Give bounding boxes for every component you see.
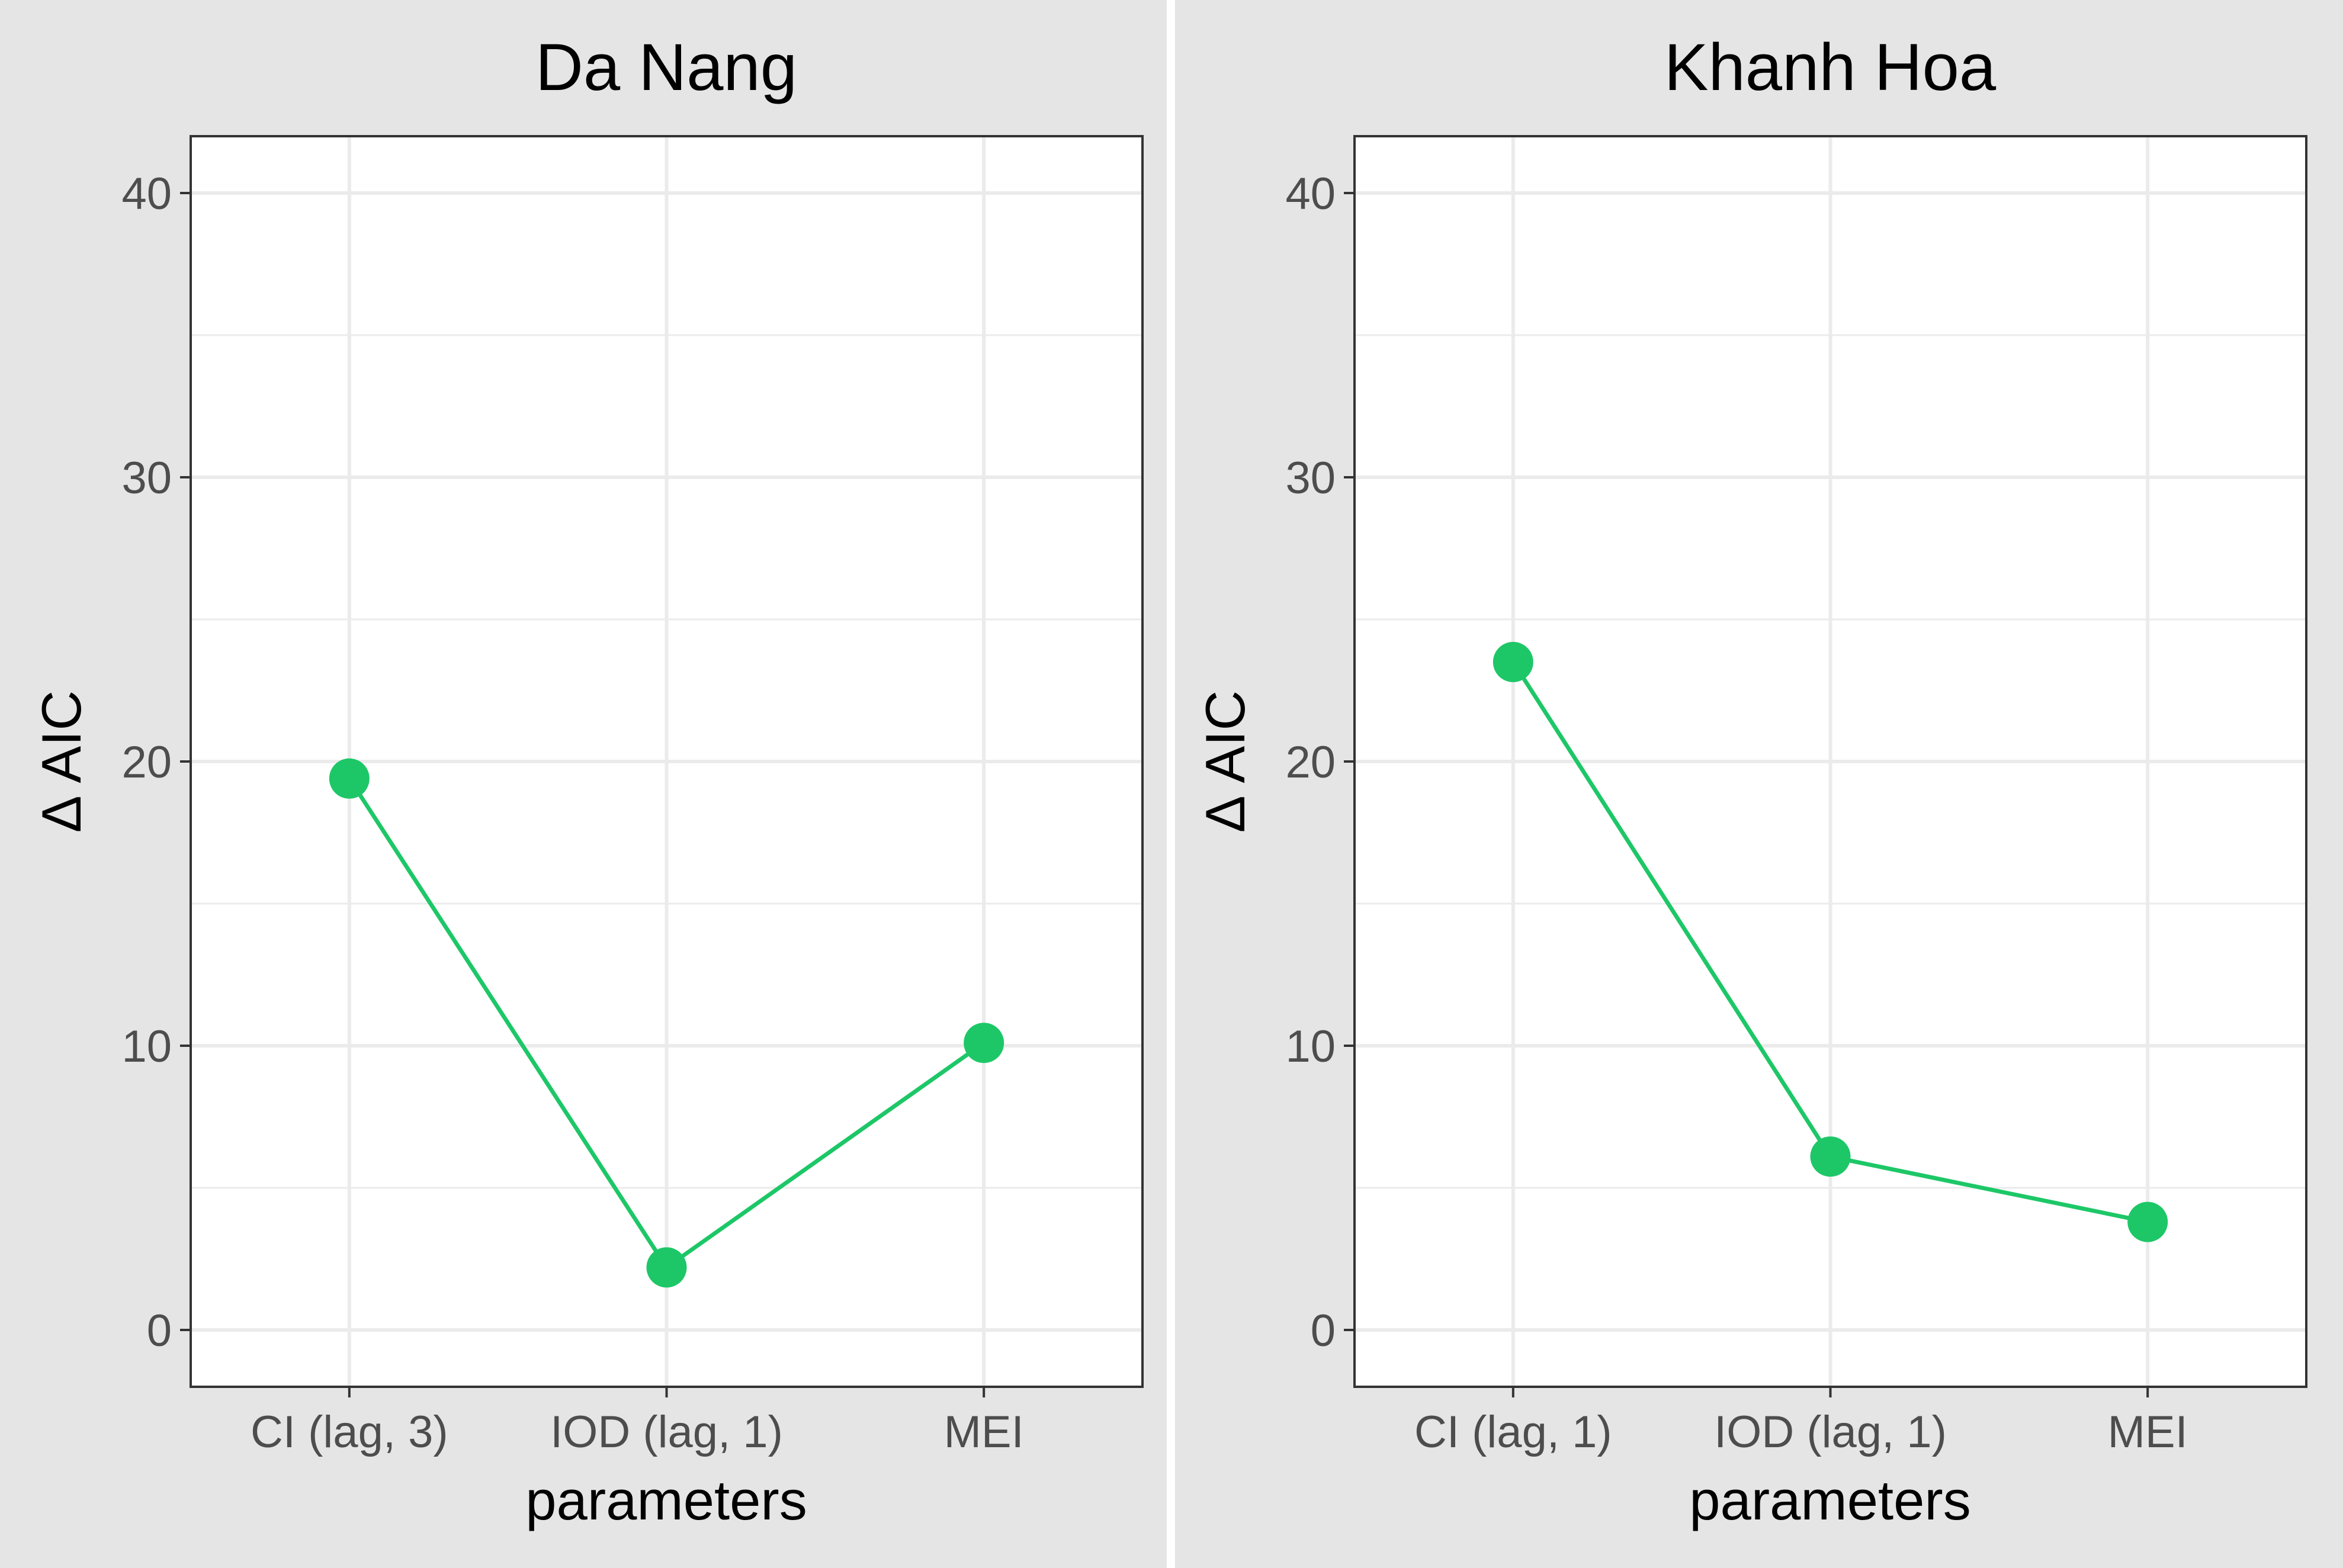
panel-da-nang: Da Nang 0 10 20 30 40 CI (lag, 3) IOD (lag, 1… [30,30,1144,1531]
panel-title: Da Nang [535,30,797,104]
y-tick-label: 0 [147,1306,172,1356]
data-point [329,758,370,799]
series [1493,642,2168,1242]
x-tick-label: CI (lag, 3) [251,1407,448,1457]
grid [191,136,1142,1387]
x-axis-title: parameters [1689,1469,1970,1531]
y-tick-label: 40 [1285,169,1336,219]
y-tick-label: 30 [121,453,172,503]
data-point [1493,642,1533,682]
y-tick-label: 20 [121,737,172,788]
x-tick-label: MEI [2108,1407,2188,1457]
y-tick-label: 10 [1285,1021,1336,1072]
y-ticks: 0 10 20 30 40 [1285,169,1355,1356]
y-tick-label: 20 [1285,737,1336,788]
x-tick-label: IOD (lag, 1) [550,1407,783,1457]
y-ticks: 0 10 20 30 40 [121,169,191,1356]
x-axis-title: parameters [525,1469,807,1531]
x-ticks: CI (lag, 1) IOD (lag, 1) MEI [1414,1387,2188,1457]
series [329,758,1004,1288]
y-axis-title: Δ AIC [30,690,92,833]
data-point [1810,1136,1851,1177]
data-point [964,1023,1004,1063]
y-tick-label: 10 [121,1021,172,1072]
x-ticks: CI (lag, 3) IOD (lag, 1) MEI [251,1387,1024,1457]
data-point [646,1247,687,1288]
y-tick-label: 40 [121,169,172,219]
facet-separator [1167,0,1175,1568]
y-axis-title: Δ AIC [1194,690,1256,833]
x-tick-label: MEI [944,1407,1024,1457]
data-point [2127,1201,2168,1242]
grid [1355,136,2306,1387]
panel-khanh-hoa: Khanh Hoa 0 10 20 30 40 CI (lag, 1) IOD (lag,… [1194,30,2307,1531]
panel-title: Khanh Hoa [1664,30,1997,104]
x-tick-label: IOD (lag, 1) [1714,1407,1947,1457]
y-tick-label: 0 [1311,1306,1336,1356]
y-tick-label: 30 [1285,453,1336,503]
x-tick-label: CI (lag, 1) [1414,1407,1612,1457]
